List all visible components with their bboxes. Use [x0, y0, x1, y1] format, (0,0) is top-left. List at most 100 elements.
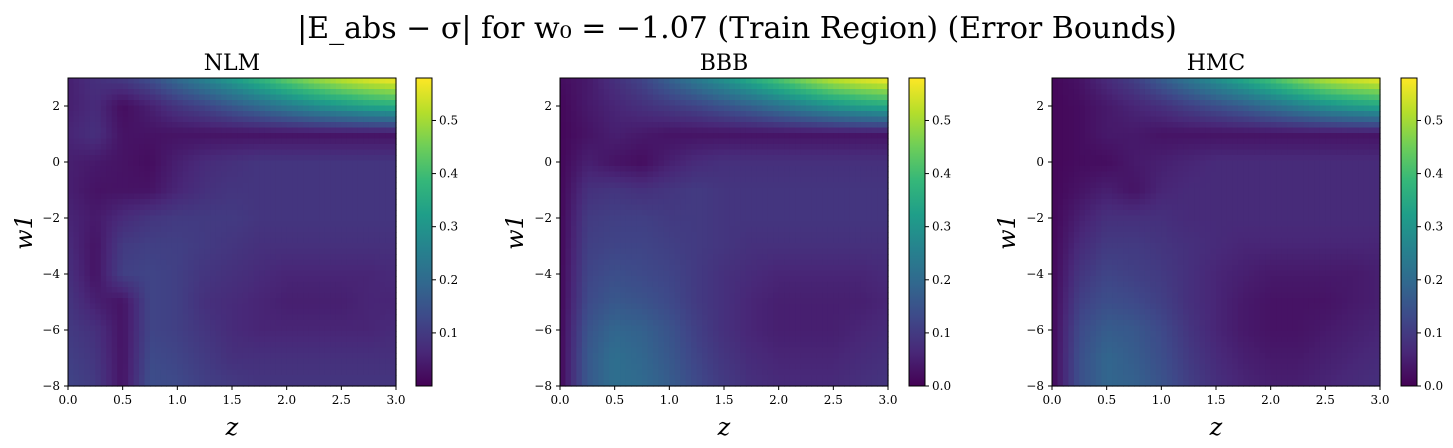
heatmap-cell — [767, 127, 774, 134]
heatmap-cell — [696, 116, 703, 123]
heatmap-cell — [182, 204, 189, 211]
heatmap-cell — [215, 314, 222, 321]
heatmap-cell — [663, 83, 670, 90]
heatmap-cell — [816, 122, 823, 129]
heatmap-cell — [297, 336, 304, 343]
heatmap-cell — [707, 204, 714, 211]
heatmap-cell — [84, 166, 91, 173]
heatmap-cell — [128, 89, 135, 96]
heatmap-cell — [89, 127, 96, 134]
heatmap-cell — [718, 111, 725, 118]
heatmap-cell — [385, 138, 392, 145]
heatmap-cell — [565, 127, 572, 134]
heatmap-cell — [658, 177, 665, 184]
heatmap-cell — [270, 155, 277, 162]
heatmap-cell — [625, 127, 632, 134]
heatmap-cell — [581, 188, 588, 195]
heatmap-cell — [658, 182, 665, 189]
heatmap-cell — [100, 259, 107, 266]
heatmap-cell — [762, 149, 769, 156]
heatmap-cell — [652, 94, 659, 101]
heatmap-cell — [68, 182, 75, 189]
heatmap-cell — [106, 369, 113, 376]
heatmap-cell — [341, 287, 348, 294]
heatmap-cell — [773, 94, 780, 101]
heatmap-cell — [84, 336, 91, 343]
heatmap-cell — [877, 188, 884, 195]
heatmap-cell — [150, 166, 157, 173]
heatmap-cell — [368, 138, 375, 145]
heatmap-cell — [882, 177, 889, 184]
heatmap-cell — [357, 232, 364, 239]
heatmap-cell — [368, 89, 375, 96]
heatmap-cell — [341, 177, 348, 184]
heatmap-cell — [696, 89, 703, 96]
heatmap-cell — [363, 287, 370, 294]
heatmap-cell — [702, 133, 709, 140]
colorbar-tick-label: 0.2 — [439, 273, 458, 287]
heatmap-cell — [778, 133, 785, 140]
heatmap-cell — [778, 122, 785, 129]
heatmap-cell — [314, 276, 321, 283]
heatmap-cell — [117, 221, 124, 228]
heatmap-cell — [729, 133, 736, 140]
heatmap-cell — [341, 243, 348, 250]
heatmap-cell — [117, 248, 124, 255]
heatmap-cell — [270, 248, 277, 255]
heatmap-cell — [390, 342, 397, 349]
heatmap-cell — [253, 298, 260, 305]
heatmap-cell — [390, 369, 397, 376]
heatmap-cell — [286, 375, 293, 382]
heatmap-cell — [713, 215, 720, 222]
heatmap-cell — [193, 265, 200, 272]
heatmap-cell — [286, 144, 293, 151]
heatmap-cell — [78, 320, 85, 327]
heatmap-cell — [363, 116, 370, 123]
heatmap-cell — [117, 122, 124, 129]
heatmap-cell — [303, 347, 310, 354]
heatmap-cell — [314, 243, 321, 250]
heatmap-cell — [286, 331, 293, 338]
heatmap-cell — [614, 83, 621, 90]
heatmap-cell — [849, 122, 856, 129]
heatmap-cell — [73, 105, 80, 112]
heatmap-cell — [308, 193, 315, 200]
heatmap-cell — [685, 166, 692, 173]
heatmap-cell — [297, 215, 304, 222]
heatmap-cell — [95, 270, 102, 277]
heatmap-cell — [636, 116, 643, 123]
heatmap-cell — [292, 100, 299, 107]
heatmap-cell — [729, 78, 736, 85]
heatmap-cell — [232, 270, 239, 277]
heatmap-cell — [232, 199, 239, 206]
heatmap-cell — [117, 292, 124, 299]
heatmap-cell — [346, 144, 353, 151]
heatmap-cell — [106, 100, 113, 107]
heatmap-cell — [319, 127, 326, 134]
heatmap-cell — [713, 105, 720, 112]
heatmap-cell — [160, 358, 167, 365]
heatmap-cell — [346, 133, 353, 140]
heatmap-cell — [171, 336, 178, 343]
heatmap-cell — [570, 78, 577, 85]
heatmap-cell — [767, 111, 774, 118]
heatmap-cell — [73, 116, 80, 123]
heatmap-cell — [357, 353, 364, 360]
heatmap-cell — [210, 226, 217, 233]
heatmap-cell — [281, 375, 288, 382]
heatmap-cell — [215, 171, 222, 178]
heatmap-cell — [363, 166, 370, 173]
heatmap-cell — [319, 259, 326, 266]
heatmap-cell — [652, 105, 659, 112]
heatmap-cell — [341, 166, 348, 173]
heatmap-cell — [237, 380, 244, 387]
heatmap-cell — [226, 155, 233, 162]
heatmap-cell — [221, 347, 228, 354]
heatmap-cell — [117, 89, 124, 96]
heatmap-cell — [324, 314, 331, 321]
heatmap-cell — [166, 78, 173, 85]
heatmap-cell — [833, 160, 840, 167]
heatmap-cell — [204, 243, 211, 250]
heatmap-cell — [303, 369, 310, 376]
heatmap-cell — [346, 232, 353, 239]
